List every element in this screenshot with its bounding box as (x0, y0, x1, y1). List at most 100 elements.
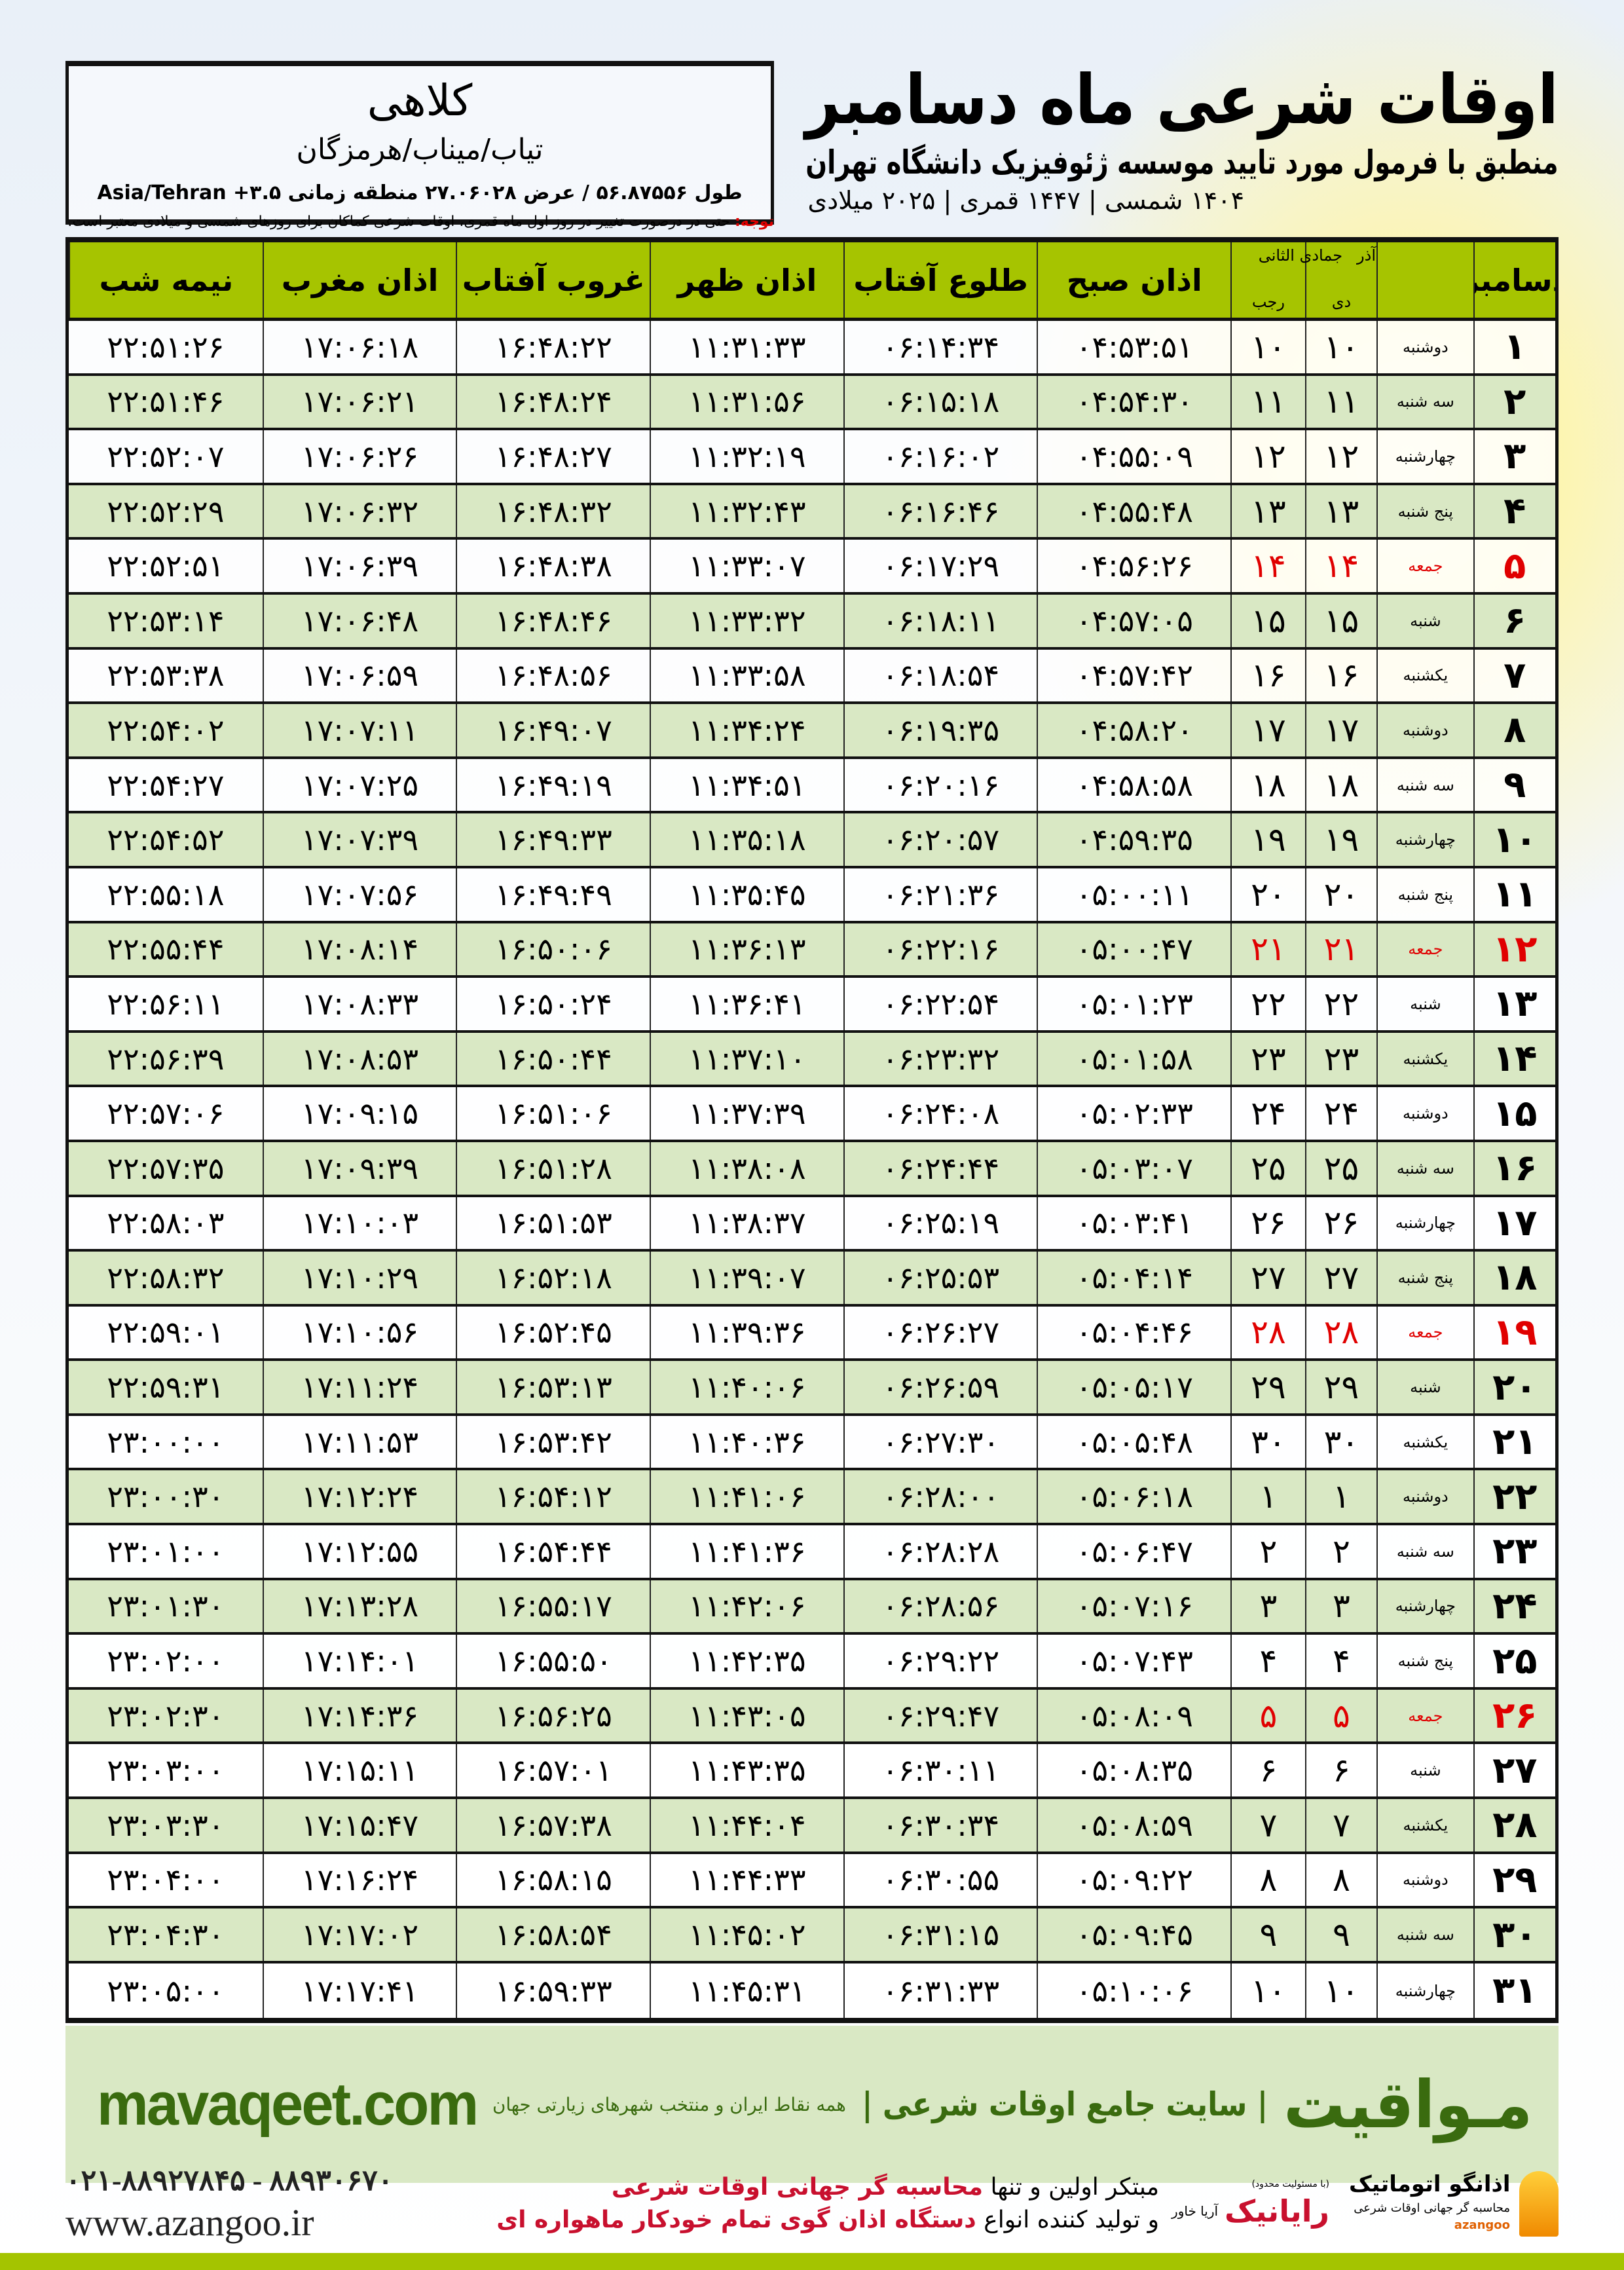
weekday-cell: سه شنبه (1376, 1908, 1473, 1961)
mavaqeet-logo-text: مـواقیت (1283, 2066, 1532, 2143)
mavaqeet-banner: مـواقیت | سایت جامع اوقات شرعی | همه نقا… (65, 2026, 1559, 2183)
tolu-cell: ۰۶:۱۵:۱۸ (843, 375, 1037, 428)
note-label: توجه: (734, 214, 774, 230)
day-cell: ۱۷ (1473, 1197, 1555, 1250)
table-row: ۷ یکشنبه ۱۶ ۱۶ ۰۴:۵۷:۴۲ ۰۶:۱۸:۵۴ ۱۱:۳۳:۵۸ ۱۶:۴۸… (69, 649, 1555, 705)
prayer-times-table: دسامبر دی رجب اذان صبح طلوع آفتاب اذان ظ… (65, 237, 1559, 2024)
table-row: ۱۷ چهارشنبه ۲۶ ۲۶ ۰۵:۰۳:۴۱ ۰۶:۲۵:۱۹ ۱۱:۳۸:۳۷ ۱۶… (69, 1197, 1555, 1252)
shamsi-cell: ۱۴ (1304, 540, 1377, 592)
zohr-cell: ۱۱:۴۵:۰۲ (650, 1908, 843, 1961)
day-cell: ۲۷ (1473, 1744, 1555, 1797)
zohr-cell: ۱۱:۳۷:۳۹ (650, 1087, 843, 1140)
zohr-cell: ۱۱:۴۱:۰۶ (650, 1470, 843, 1523)
sobh-cell: ۰۵:۰۷:۴۳ (1037, 1635, 1230, 1687)
maghrib-cell: ۱۷:۰۸:۵۳ (262, 1032, 456, 1085)
zohr-cell: ۱۱:۳۵:۴۵ (650, 868, 843, 921)
maghrib-cell: ۱۷:۱۲:۵۵ (262, 1525, 456, 1578)
day-cell: ۱۱ (1473, 868, 1555, 921)
table-row: ۲ سه شنبه ۱۱ ۱۱ ۰۴:۵۴:۳۰ ۰۶:۱۵:۱۸ ۱۱:۳۱:۵۶ ۱۶:۴… (69, 375, 1555, 431)
sobh-cell: ۰۵:۰۳:۰۷ (1037, 1142, 1230, 1195)
zohr-cell: ۱۱:۳۸:۳۷ (650, 1197, 843, 1250)
table-row: ۲۵ پنج شنبه ۴ ۴ ۰۵:۰۷:۴۳ ۰۶:۲۹:۲۲ ۱۱:۴۲:۳۵ ۱۶:۵… (69, 1635, 1555, 1690)
zohr-cell: ۱۱:۴۲:۰۶ (650, 1580, 843, 1633)
nime-cell: ۲۳:۰۰:۳۰ (107, 1479, 225, 1515)
zohr-cell: ۱۱:۴۴:۳۳ (650, 1853, 843, 1907)
sobh-cell: ۰۵:۰۳:۴۱ (1037, 1197, 1230, 1250)
weekday-cell: جمعه (1376, 923, 1473, 976)
city-name: کلاهی (367, 75, 473, 126)
azangoo-url[interactable]: www.azangoo.ir (65, 2201, 314, 2244)
sobh-cell: ۰۴:۵۸:۵۸ (1037, 758, 1230, 811)
sobh-cell: ۰۴:۵۷:۰۵ (1037, 594, 1230, 647)
hijri-cell: ۲۷ (1230, 1252, 1305, 1304)
table-row: ۹ سه شنبه ۱۸ ۱۸ ۰۴:۵۸:۵۸ ۰۶:۲۰:۱۶ ۱۱:۳۴:۵۱ ۱۶:۴… (69, 758, 1555, 814)
mavaqeet-url[interactable]: mavaqeet.com (97, 2070, 479, 2138)
note-text: حتی در درصورت تغییر در روز اول ماه قمری،… (67, 214, 735, 230)
maghrib-cell: ۱۷:۱۵:۴۷ (262, 1799, 456, 1851)
weekday-cell: پنج شنبه (1376, 1252, 1473, 1304)
maghrib-cell: ۱۷:۰۶:۳۲ (262, 485, 456, 538)
ghurub-cell: ۱۶:۵۸:۱۵ (456, 1853, 650, 1907)
nime-cell: ۲۳:۰۰:۰۰ (107, 1424, 225, 1460)
ghurub-cell: ۱۶:۴۸:۵۶ (456, 649, 650, 702)
nime-cell: ۲۳:۰۴:۳۰ (107, 1917, 225, 1953)
hijri-cell: ۷ (1230, 1799, 1305, 1851)
sobh-cell: ۰۵:۱۰:۰۶ (1037, 1963, 1230, 2019)
tolu-cell: ۰۶:۱۴:۳۴ (843, 321, 1037, 373)
nime-cell: ۲۲:۵۶:۱۱ (107, 986, 225, 1022)
hijri-cell: ۲۰ (1230, 868, 1305, 921)
weekday-cell: یکشنبه (1376, 649, 1473, 702)
table-row: ۱۶ سه شنبه ۲۵ ۲۵ ۰۵:۰۳:۰۷ ۰۶:۲۴:۴۴ ۱۱:۳۸:۰۸ ۱۶:… (69, 1142, 1555, 1197)
day-cell: ۲۶ (1473, 1689, 1555, 1742)
day-cell: ۳۱ (1473, 1963, 1555, 2019)
maghrib-cell: ۱۷:۱۴:۰۱ (262, 1635, 456, 1687)
sobh-cell: ۰۵:۰۸:۰۹ (1037, 1689, 1230, 1742)
sobh-cell: ۰۵:۰۴:۴۶ (1037, 1306, 1230, 1359)
header-ghurub: غروب آفتاب (456, 242, 650, 318)
tolu-cell: ۰۶:۳۰:۵۵ (843, 1853, 1037, 1907)
maghrib-cell: ۱۷:۰۶:۴۸ (262, 594, 456, 647)
maghrib-cell: ۱۷:۰۶:۲۱ (262, 375, 456, 428)
hijri-cell: ۳۰ (1230, 1415, 1305, 1468)
table-row: ۶ شنبه ۱۵ ۱۵ ۰۴:۵۷:۰۵ ۰۶:۱۸:۱۱ ۱۱:۳۳:۳۲ ۱۶:۴۸:۴… (69, 594, 1555, 650)
hijri-cell: ۱۰ (1230, 1963, 1305, 2019)
tolu-cell: ۰۶:۳۱:۳۳ (843, 1963, 1037, 2019)
table-row: ۱۲ جمعه ۲۱ ۲۱ ۰۵:۰۰:۴۷ ۰۶:۲۲:۱۶ ۱۱:۳۶:۱۳ ۱۶:۵۰:… (69, 923, 1555, 978)
maghrib-cell: ۱۷:۰۷:۱۱ (262, 704, 456, 756)
nime-cell: ۲۲:۵۳:۱۴ (107, 603, 225, 639)
hijri-cell: ۱۱ (1230, 375, 1305, 428)
weekday-cell: شنبه (1376, 1361, 1473, 1413)
hijri-cell: ۲۶ (1230, 1197, 1305, 1250)
ghurub-cell: ۱۶:۵۷:۳۸ (456, 1799, 650, 1851)
city-coordinates: طول ۵۶.۸۷۵۵۶ / عرض ۲۷.۰۶۰۲۸ منطقه زمانی … (97, 181, 743, 204)
zohr-cell: ۱۱:۳۶:۱۳ (650, 923, 843, 976)
ghurub-cell: ۱۶:۵۵:۱۷ (456, 1580, 650, 1633)
day-cell: ۱۳ (1473, 978, 1555, 1030)
ghurub-cell: ۱۶:۵۳:۴۲ (456, 1415, 650, 1468)
nime-cell: ۲۲:۵۴:۵۲ (107, 822, 225, 858)
table-row: ۱۴ یکشنبه ۲۳ ۲۳ ۰۵:۰۱:۵۸ ۰۶:۲۳:۳۲ ۱۱:۳۷:۱۰ ۱۶:۵… (69, 1032, 1555, 1088)
day-cell: ۳۰ (1473, 1908, 1555, 1961)
zohr-cell: ۱۱:۴۲:۳۵ (650, 1635, 843, 1687)
maghrib-cell: ۱۷:۱۲:۲۴ (262, 1470, 456, 1523)
city-region: تیاب/میناب/هرمزگان (296, 133, 544, 166)
table-row: ۲۹ دوشنبه ۸ ۸ ۰۵:۰۹:۲۲ ۰۶:۳۰:۵۵ ۱۱:۴۴:۳۳ ۱۶:۵۸:… (69, 1853, 1555, 1909)
nime-cell: ۲۲:۵۱:۴۶ (107, 384, 225, 420)
sobh-cell: ۰۴:۵۸:۲۰ (1037, 704, 1230, 756)
table-row: ۲۱ یکشنبه ۳۰ ۳۰ ۰۵:۰۵:۴۸ ۰۶:۲۷:۳۰ ۱۱:۴۰:۳۶ ۱۶:۵… (69, 1415, 1555, 1471)
maghrib-cell: ۱۷:۰۹:۱۵ (262, 1087, 456, 1140)
day-cell: ۱۵ (1473, 1087, 1555, 1140)
sobh-cell: ۰۵:۰۱:۵۸ (1037, 1032, 1230, 1085)
hijri-cell: ۲۵ (1230, 1142, 1305, 1195)
tolu-cell: ۰۶:۱۷:۲۹ (843, 540, 1037, 592)
ghurub-cell: ۱۶:۴۸:۲۷ (456, 430, 650, 483)
nime-cell: ۲۲:۵۴:۰۲ (107, 712, 225, 748)
page-title: اوقات شرعی ماه دسامبر (805, 60, 1559, 140)
hijri-cell: ۱۵ (1230, 594, 1305, 647)
weekday-cell: جمعه (1376, 540, 1473, 592)
weekday-cell: چهارشنبه (1376, 1197, 1473, 1250)
sobh-cell: ۰۵:۰۶:۱۸ (1037, 1470, 1230, 1523)
hijri-cell: ۲ (1230, 1525, 1305, 1578)
nime-cell: ۲۳:۰۴:۰۰ (107, 1862, 225, 1898)
weekday-cell: چهارشنبه (1376, 430, 1473, 483)
